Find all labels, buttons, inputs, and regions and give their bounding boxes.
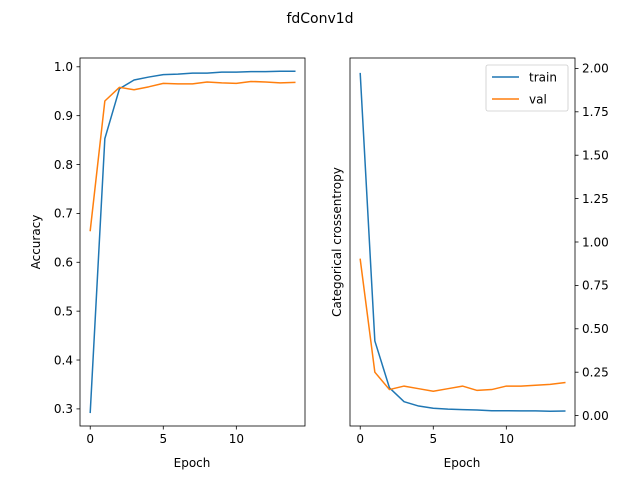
accuracy-chart-xtick-label: 10 [229, 432, 244, 446]
crossentropy-chart: Epoch Categorical crossentropy 0 5 10 0.00 0… [330, 57, 609, 470]
crossentropy-chart-xlabel: Epoch [444, 456, 481, 470]
crossentropy-chart-series-train-line [359, 72, 566, 412]
crossentropy-chart-ytick-label: 0.25 [582, 365, 609, 379]
crossentropy-chart-ytick-label: 2.00 [582, 62, 609, 76]
accuracy-chart-xlabel: Epoch [174, 456, 211, 470]
crossentropy-chart-legend-label-train: train [529, 70, 557, 84]
accuracy-chart-xtick-label: 0 [86, 432, 94, 446]
accuracy-chart-ytick-label: 0.9 [54, 109, 73, 123]
accuracy-chart-ytick-label: 0.6 [54, 256, 73, 270]
accuracy-chart-ytick-label: 0.4 [54, 353, 73, 367]
accuracy-chart: Epoch Accuracy 0 5 10 0.3 0.4 0.5 0.6 0.7 0.8 0.9… [29, 57, 306, 470]
accuracy-chart-ytick-label: 0.7 [54, 207, 73, 221]
crossentropy-chart-legend-label-val: val [529, 92, 547, 106]
crossentropy-chart-legend: train val [485, 64, 569, 112]
crossentropy-chart-ytick-label: 0.00 [582, 409, 609, 423]
accuracy-chart-series-val-line [89, 80, 296, 232]
crossentropy-chart-ytick-label: 1.75 [582, 105, 609, 119]
crossentropy-chart-xtick-label: 10 [499, 432, 514, 446]
crossentropy-chart-xtick-label: 0 [356, 432, 364, 446]
crossentropy-chart-xtick-label: 5 [429, 432, 437, 446]
accuracy-chart-frame [79, 57, 306, 427]
crossentropy-chart-ytick-label: 1.00 [582, 235, 609, 249]
crossentropy-chart-ytick-label: 1.50 [582, 149, 609, 163]
accuracy-chart-ytick-label: 1.0 [54, 60, 73, 74]
accuracy-chart-ytick-label: 0.3 [54, 402, 73, 416]
figure-suptitle: fdConv1d [286, 11, 353, 27]
accuracy-chart-ylabel: Accuracy [29, 215, 43, 270]
crossentropy-chart-ytick-label: 0.50 [582, 322, 609, 336]
accuracy-chart-xtick-label: 5 [159, 432, 167, 446]
crossentropy-chart-ytick-label: 0.75 [582, 279, 609, 293]
crossentropy-chart-ytick-label: 1.25 [582, 192, 609, 206]
accuracy-chart-ytick-label: 0.5 [54, 304, 73, 318]
accuracy-chart-series-train-line [89, 70, 296, 414]
accuracy-chart-ytick-label: 0.8 [54, 158, 73, 172]
crossentropy-chart-series-val-line [359, 258, 566, 393]
crossentropy-chart-ylabel: Categorical crossentropy [330, 167, 344, 317]
